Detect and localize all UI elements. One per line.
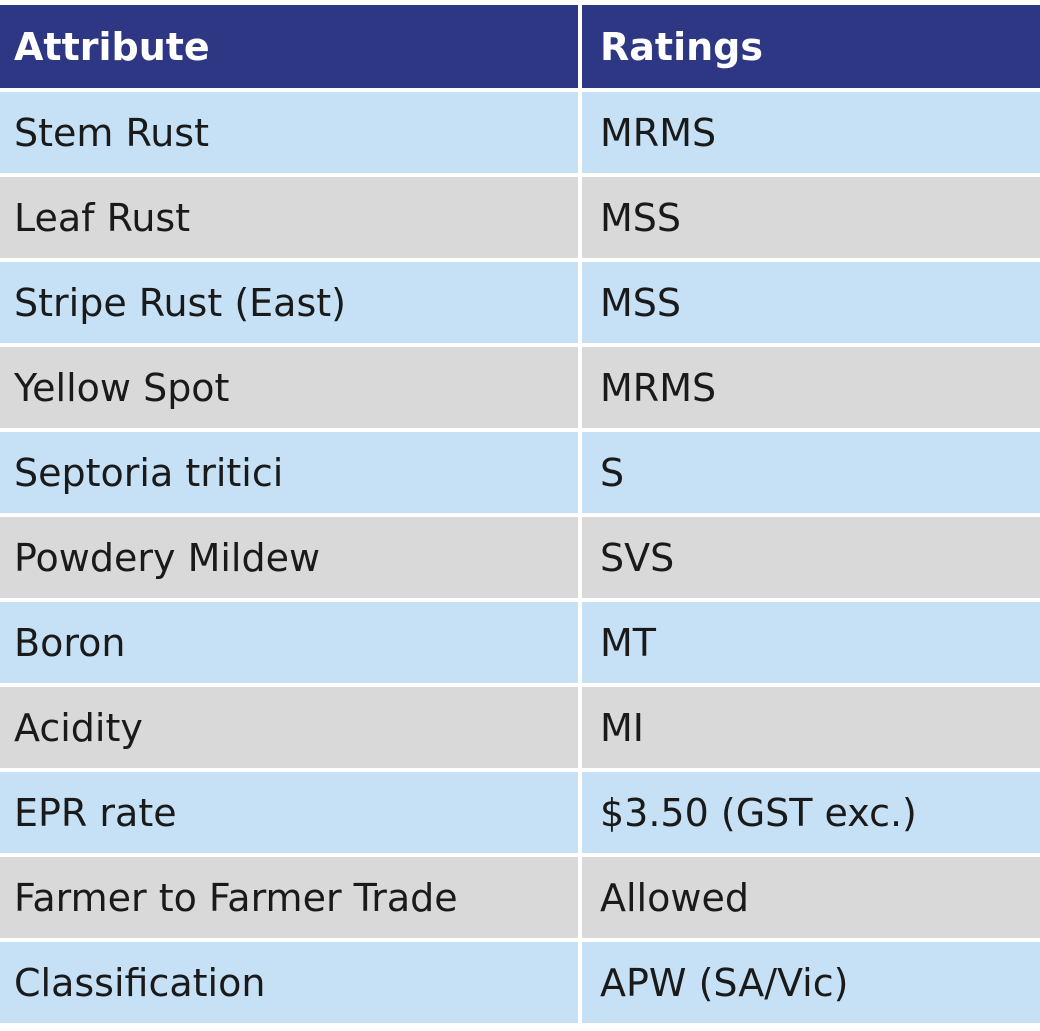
header-cell: Ratings	[582, 5, 1040, 88]
table-cell: SVS	[582, 517, 1040, 598]
table-cell: Stripe Rust (East)	[0, 262, 578, 343]
ratings-table: Attribute Ratings Stem Rust MRMS Leaf Rust MS…	[0, 5, 1040, 1023]
header-cell: Attribute	[0, 5, 578, 88]
table-cell: EPR rate	[0, 772, 578, 853]
table-cell: Boron	[0, 602, 578, 683]
table-cell: Classification	[0, 942, 578, 1023]
table-cell: Septoria tritici	[0, 432, 578, 513]
table-cell: Acidity	[0, 687, 578, 768]
table-cell: $3.50 (GST exc.)	[582, 772, 1040, 853]
table-cell: MSS	[582, 262, 1040, 343]
table-cell: Yellow Spot	[0, 347, 578, 428]
table-cell: MT	[582, 602, 1040, 683]
table-cell: APW (SA/Vic)	[582, 942, 1040, 1023]
table-cell: MRMS	[582, 347, 1040, 428]
table-cell: Leaf Rust	[0, 177, 578, 258]
table-cell: Powdery Mildew	[0, 517, 578, 598]
table-cell: Farmer to Farmer Trade	[0, 857, 578, 938]
table-cell: MRMS	[582, 92, 1040, 173]
table-cell: S	[582, 432, 1040, 513]
table-cell: Allowed	[582, 857, 1040, 938]
table-cell: Stem Rust	[0, 92, 578, 173]
table-cell: MI	[582, 687, 1040, 768]
table-cell: MSS	[582, 177, 1040, 258]
